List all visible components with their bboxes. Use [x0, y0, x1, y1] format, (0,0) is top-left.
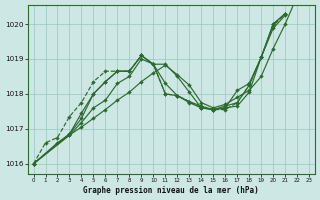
X-axis label: Graphe pression niveau de la mer (hPa): Graphe pression niveau de la mer (hPa) [84, 186, 259, 195]
